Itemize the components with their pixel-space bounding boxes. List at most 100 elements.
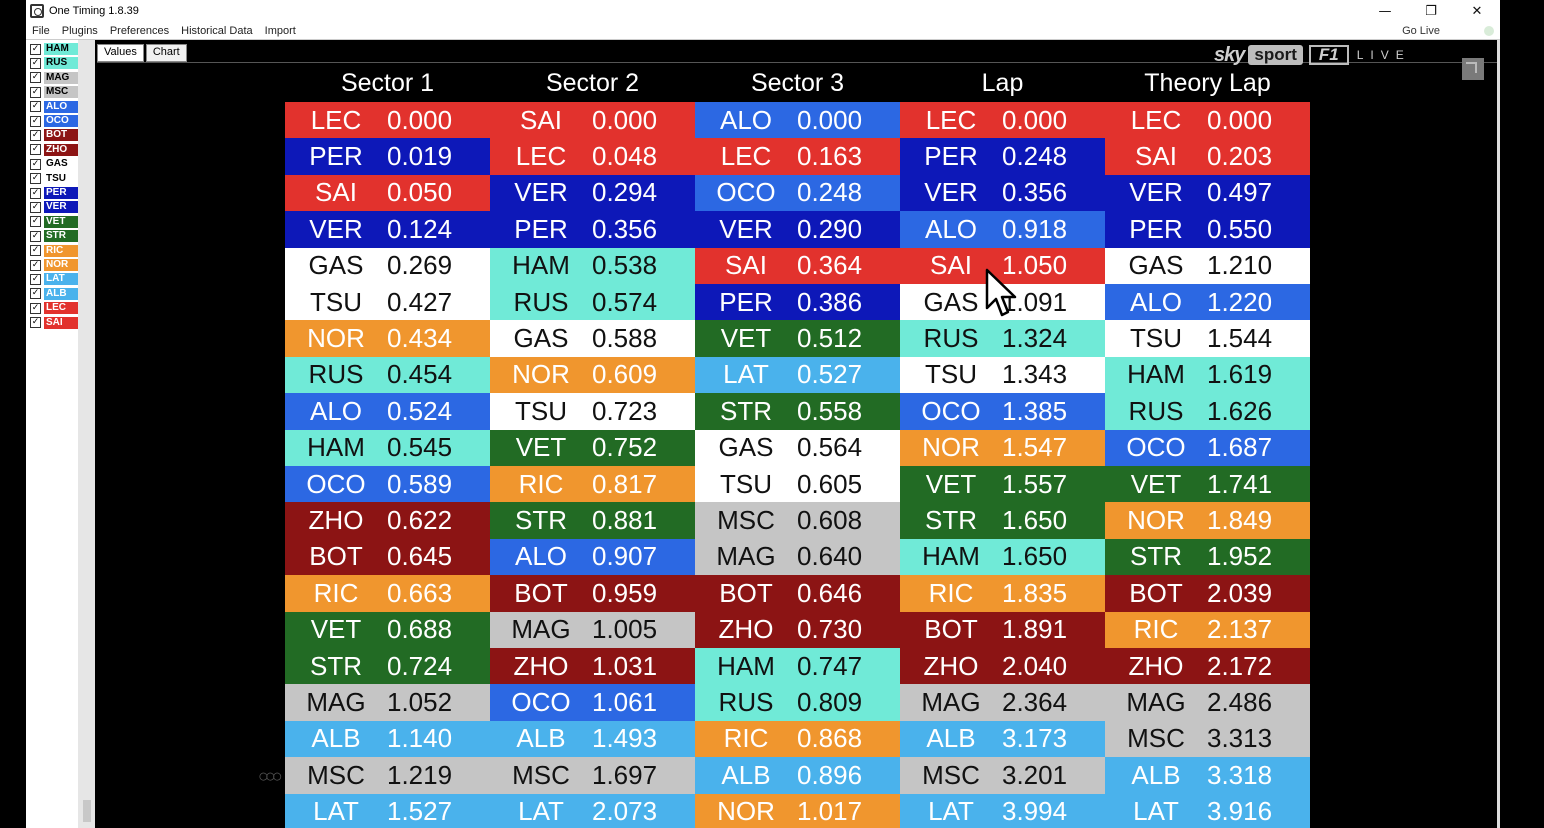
driver-code: LAT — [1133, 796, 1179, 827]
driver-code: PER — [719, 286, 773, 317]
checkbox-checked-icon[interactable]: ✓ — [30, 187, 41, 199]
close-icon[interactable]: ✕ — [1471, 3, 1483, 19]
driver-code: TSU — [310, 286, 362, 317]
view-tabs: Values Chart — [97, 44, 189, 62]
checkbox-checked-icon[interactable]: ✓ — [30, 259, 41, 271]
checkbox-checked-icon[interactable]: ✓ — [30, 173, 41, 185]
checkbox-checked-icon[interactable]: ✓ — [30, 216, 41, 228]
checkbox-checked-icon[interactable]: ✓ — [30, 115, 41, 127]
gap-value: 3.994 — [1002, 796, 1068, 827]
driver-code-label: GAS — [44, 158, 78, 171]
driver-code: MSC — [1127, 723, 1185, 754]
checkbox-checked-icon[interactable]: ✓ — [30, 144, 41, 156]
driver-filter-ver[interactable]: ✓ VER — [28, 200, 78, 214]
checkbox-checked-icon[interactable]: ✓ — [30, 101, 41, 113]
tab-values[interactable]: Values — [97, 44, 144, 62]
driver-filter-alo[interactable]: ✓ ALO — [28, 100, 78, 114]
checkbox-checked-icon[interactable]: ✓ — [30, 158, 41, 170]
driver-filter-lat[interactable]: ✓ LAT — [28, 272, 78, 286]
timing-cell: RUS 0.454 — [285, 356, 490, 394]
gap-value: 3.318 — [1207, 759, 1273, 790]
driver-filter-sai[interactable]: ✓ SAI — [28, 316, 78, 330]
checkbox-checked-icon[interactable]: ✓ — [30, 245, 41, 257]
checkbox-checked-icon[interactable]: ✓ — [30, 86, 41, 98]
driver-filter-oco[interactable]: ✓ OCO — [28, 114, 78, 128]
timing-cell: RUS 0.809 — [695, 684, 900, 721]
panel-scroll-handle[interactable] — [83, 800, 91, 822]
driver-filter-per[interactable]: ✓ PER — [28, 186, 78, 200]
driver-filter-bot[interactable]: ✓ BOT — [28, 128, 78, 142]
driver-code: ALB — [721, 759, 771, 790]
restore-icon[interactable]: ❐ — [1425, 3, 1437, 19]
gap-value: 2.364 — [1002, 687, 1068, 718]
gap-value: 0.724 — [387, 650, 453, 681]
timing-cell: RIC 0.663 — [285, 575, 490, 612]
gap-value: 0.427 — [387, 286, 453, 317]
menu-preferences[interactable]: Preferences — [109, 24, 170, 37]
driver-code-label: STR — [44, 230, 78, 243]
gap-value: 1.547 — [1002, 432, 1068, 463]
driver-code-label: TSU — [44, 172, 78, 185]
driver-code: ALB — [516, 723, 566, 754]
driver-code: ZHO — [923, 650, 979, 681]
gap-value: 0.588 — [592, 323, 658, 354]
checkbox-checked-icon[interactable]: ✓ — [30, 317, 41, 329]
gap-value: 0.645 — [387, 541, 453, 572]
driver-filter-ric[interactable]: ✓ RIC — [28, 244, 78, 258]
driver-code: RIC — [518, 468, 564, 499]
driver-code-label: PER — [44, 187, 78, 199]
panel-scrollbar[interactable] — [78, 40, 95, 828]
menu-file[interactable]: File — [32, 24, 50, 37]
checkbox-checked-icon[interactable]: ✓ — [30, 43, 41, 55]
driver-filter-str[interactable]: ✓ STR — [28, 229, 78, 243]
gap-value: 0.918 — [1002, 213, 1068, 244]
driver-filter-nor[interactable]: ✓ NOR — [28, 258, 78, 272]
gap-value: 1.385 — [1002, 395, 1068, 426]
timing-cell: VER 0.124 — [285, 211, 490, 248]
timing-cell: MSC 0.608 — [695, 502, 900, 539]
gap-value: 1.952 — [1207, 541, 1273, 572]
checkbox-checked-icon[interactable]: ✓ — [30, 230, 41, 242]
timing-cell: MAG 2.364 — [900, 684, 1105, 721]
tab-chart[interactable]: Chart — [145, 44, 187, 62]
checkbox-checked-icon[interactable]: ✓ — [30, 129, 41, 141]
driver-code: GAS — [513, 323, 569, 354]
driver-filter-tsu[interactable]: ✓ TSU — [28, 172, 78, 186]
driver-filter-ham[interactable]: ✓ HAM — [28, 42, 78, 56]
menu-import[interactable]: Import — [264, 24, 296, 37]
driver-filter-mag[interactable]: ✓ MAG — [28, 71, 78, 85]
timing-cell: LEC 0.163 — [695, 138, 900, 175]
driver-code: SAI — [725, 250, 767, 281]
column-header-theory-lap: Theory Lap — [1144, 69, 1271, 97]
driver-filter-msc[interactable]: ✓ MSC — [28, 85, 78, 99]
timing-cell: ALO 0.918 — [900, 211, 1105, 248]
menu-historical-data[interactable]: Historical Data — [181, 24, 253, 37]
driver-filter-vet[interactable]: ✓ VET — [28, 215, 78, 229]
checkbox-checked-icon[interactable]: ✓ — [30, 288, 41, 300]
driver-code: MAG — [716, 541, 776, 572]
driver-filter-rus[interactable]: ✓ RUS — [28, 56, 78, 70]
driver-code: HAM — [922, 541, 980, 572]
driver-code: TSU — [515, 395, 567, 426]
menu-plugins[interactable]: Plugins — [61, 24, 98, 37]
driver-code: STR — [925, 505, 977, 536]
driver-code: PER — [309, 141, 363, 172]
gap-value: 0.124 — [387, 213, 453, 244]
driver-filter-alb[interactable]: ✓ ALB — [28, 287, 78, 301]
driver-code: ALO — [719, 104, 773, 135]
checkbox-checked-icon[interactable]: ✓ — [30, 57, 41, 69]
minimize-icon[interactable]: — — [1378, 3, 1392, 19]
checkbox-checked-icon[interactable]: ✓ — [30, 72, 41, 84]
gap-value: 2.486 — [1207, 687, 1273, 718]
driver-filter-lec[interactable]: ✓ LEC — [28, 301, 78, 315]
checkbox-checked-icon[interactable]: ✓ — [30, 273, 41, 285]
gap-value: 0.527 — [797, 359, 863, 390]
checkbox-checked-icon[interactable]: ✓ — [30, 201, 41, 213]
go-live-button[interactable]: Go Live — [1402, 24, 1440, 37]
driver-filter-zho[interactable]: ✓ ZHO — [28, 143, 78, 157]
timing-cell: SAI 1.050 — [900, 247, 1105, 284]
checkbox-checked-icon[interactable]: ✓ — [30, 302, 41, 314]
logo-live-text: LIVE — [1356, 48, 1411, 62]
driver-filter-gas[interactable]: ✓ GAS — [28, 157, 78, 171]
expand-icon[interactable] — [1462, 58, 1484, 80]
